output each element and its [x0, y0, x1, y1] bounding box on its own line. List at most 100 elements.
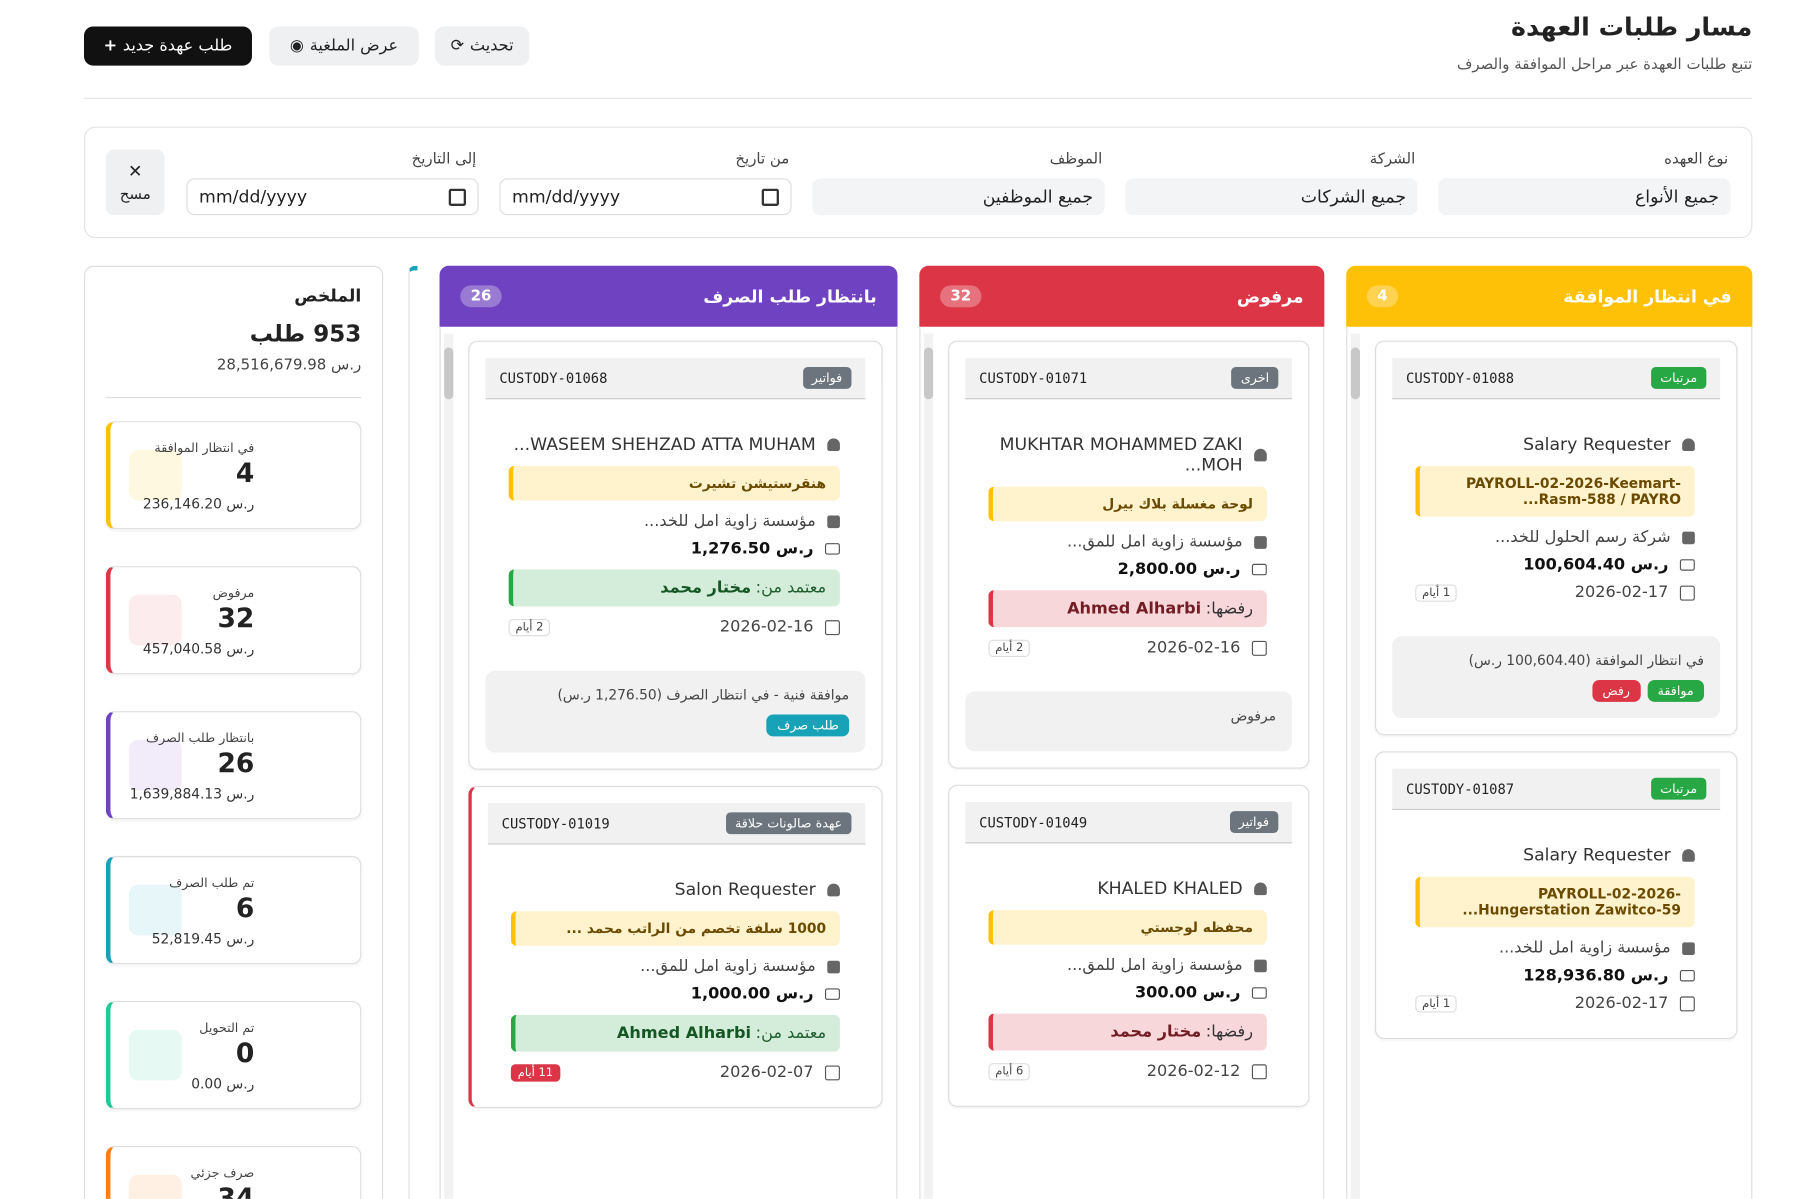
building-icon: [827, 514, 840, 528]
column-header: مرفوض 32: [919, 265, 1325, 327]
filter-label: الشركة: [1369, 150, 1416, 168]
company: مؤسسة زاوية امل للمق...: [640, 957, 816, 976]
approved-by: معتمد من:مختار محمد: [508, 569, 840, 607]
note: محفظه لوجستي: [988, 910, 1267, 945]
company: مؤسسة زاوية امل للمق...: [1067, 532, 1243, 552]
amount-row: ر.س 1,276.50: [509, 540, 840, 558]
summary-stat: صرف جزئي 34: [105, 1145, 362, 1199]
date-row: 2026-02-16 2 أيام: [508, 618, 840, 636]
summary-amount: ر.س 28,516,679.98: [105, 357, 362, 399]
request-card[interactable]: مرتبات CUSTODY-01088 Salary Requester PAYRO…: [1374, 340, 1738, 736]
calendar-icon: [824, 619, 840, 635]
date-label: إلى التاريخ: [411, 150, 477, 168]
stat-icon: [128, 1029, 182, 1081]
stat-amount: ر.س 457,040.58: [142, 640, 255, 657]
date-input[interactable]: mm/dd/yyyy: [499, 178, 792, 216]
date-input[interactable]: mm/dd/yyyy: [186, 178, 479, 216]
column-header: في انتظار الموافقة 4: [1346, 265, 1753, 327]
show-cancelled-button[interactable]: عرض الملغية ◉: [269, 26, 419, 66]
date-row: 2026-02-16 2 أيام: [988, 638, 1267, 657]
calendar-icon: [824, 1064, 840, 1080]
status-text: في انتظار الموافقة (100,604.40 ر.س): [1468, 652, 1705, 669]
refresh-button[interactable]: تحديث ⟳: [434, 26, 530, 66]
request-card[interactable]: فواتير CUSTODY-01068 WASEEM SHEHZAD ATTA M…: [468, 340, 883, 770]
date: 2026-02-17: [1574, 583, 1669, 602]
summary-stat: تم طلب الصرف 6 ر.س 52,819.45: [105, 856, 362, 965]
building-icon: [1682, 531, 1695, 544]
action-button[interactable]: موافقة: [1647, 680, 1705, 702]
new-request-button[interactable]: طلب عهدة جديد +: [83, 26, 252, 66]
request-card[interactable]: اخرى CUSTODY-01071 MUKHTAR MOHAMMED ZAKI M…: [948, 340, 1310, 769]
kanban-column: مرفوض 32 اخرى CUSTODY-01071 MUKHTAR MOHAMMED…: [919, 265, 1325, 1199]
request-card[interactable]: عهدة صالونات حلاقة CUSTODY-01019 Salon Req…: [468, 785, 883, 1109]
requester-row: MUKHTAR MOHAMMED ZAKI MOH...: [988, 434, 1267, 475]
label: عرض الملغية: [309, 36, 399, 56]
company-row: مؤسسة زاوية امل للخد...: [1415, 939, 1695, 957]
user-icon: [1682, 437, 1695, 451]
amount-row: ر.س 300.00: [988, 984, 1267, 1002]
stat-amount: ر.س 0.00: [191, 1075, 255, 1092]
scrollbar: [444, 333, 454, 1199]
requester-row: Salon Requester: [511, 879, 840, 900]
amount-row: ر.س 2,800.00: [988, 560, 1267, 579]
request-id: CUSTODY-01087: [1406, 780, 1515, 797]
request-id: CUSTODY-01019: [501, 815, 610, 832]
stat-label: مرفوض: [212, 585, 255, 601]
calendar-icon: [1251, 640, 1267, 656]
stat-label: تم التحويل: [199, 1020, 255, 1036]
company-row: مؤسسة زاوية امل للمق...: [511, 957, 840, 976]
filter-select[interactable]: جميع الأنواع: [1438, 178, 1731, 216]
request-card[interactable]: فواتير CUSTODY-01049 KHALED KHALED محفظه لو…: [948, 784, 1310, 1107]
column-body: مرتبات CUSTODY-01088 Salary Requester PAYRO…: [1346, 326, 1753, 1199]
placeholder: mm/dd/yyyy: [512, 186, 621, 208]
date-row: 2026-02-17 1 أيام: [1415, 583, 1695, 602]
summary-title: الملخص: [294, 285, 362, 307]
date: 2026-02-16: [1146, 638, 1241, 657]
company: شركة رسم الحلول للخد...: [1495, 528, 1671, 547]
date-row: 2026-02-07 11 أيام: [510, 1063, 840, 1082]
clear-button[interactable]: ✕ مسح: [105, 149, 165, 216]
stat-count: 32: [217, 604, 255, 634]
request-card[interactable]: مرتبات CUSTODY-01087 Salary Requester PAYRO…: [1374, 751, 1738, 1039]
x-icon: ✕: [127, 161, 143, 182]
date-row: 2026-02-12 6 أيام: [988, 1062, 1267, 1080]
action-button[interactable]: طلب صرف: [766, 714, 850, 737]
by-name: مختار محمد: [660, 578, 752, 598]
summary-stat: في انتظار الموافقة 4 ر.س 236,146.20: [105, 421, 362, 530]
request-id: فواتير: [802, 367, 852, 389]
stat-count: 4: [235, 459, 255, 490]
building-icon: [1254, 959, 1267, 972]
filter-select[interactable]: جميع الشركات: [1125, 178, 1418, 216]
by-label: معتمد من:: [755, 1024, 827, 1043]
age-badge: 6 أيام: [988, 1062, 1031, 1080]
note: PAYROLL-02-2026-Hungerstation Zawitco-59…: [1415, 876, 1695, 928]
column-title: بانتظار طلب الصرف: [703, 285, 877, 307]
company-row: مؤسسة زاوية امل للخد...: [509, 512, 840, 530]
stat-count: 34: [217, 1183, 255, 1199]
filter-label: نوع العهده: [1664, 150, 1729, 168]
age-badge: 2 أيام: [988, 639, 1031, 657]
action-button[interactable]: رفض: [1591, 680, 1641, 702]
card-header: اخرى CUSTODY-01071: [965, 357, 1293, 400]
by-name: Ahmed Alharbi: [1067, 599, 1202, 618]
age-badge: 2 أيام: [508, 618, 551, 636]
calendar-icon: [1251, 1063, 1267, 1079]
column-body: اخرى CUSTODY-01071 MUKHTAR MOHAMMED ZAKI M…: [919, 326, 1325, 1199]
requester-row: WASEEM SHEHZAD ATTA MUHAM...: [509, 434, 840, 454]
requester-row: Salary Requester: [1415, 434, 1695, 454]
page-subtitle: تتبع طلبات العهدة عبر مراحل الموافقة وال…: [1456, 56, 1753, 74]
company: مؤسسة زاوية امل للخد...: [644, 512, 816, 531]
by-label: رفضها:: [1205, 599, 1254, 618]
company: مؤسسة زاوية امل للمق...: [1067, 956, 1243, 975]
summary-total: 953 طلب: [249, 319, 362, 348]
scroll-thumb: [1350, 347, 1361, 400]
card-header: مرتبات CUSTODY-01087: [1392, 768, 1721, 811]
date: 2026-02-17: [1574, 994, 1669, 1013]
user-icon: [827, 883, 840, 896]
request-id: عهدة صالونات حلاقة: [725, 812, 852, 835]
filter-select[interactable]: جميع الموظفين: [812, 178, 1105, 216]
status-text: موافقة فنية - في انتظار الصرف (1,276.50 …: [557, 686, 850, 704]
kanban-column: في انتظار الموافقة 4 مرتبات CUSTODY-01088 Sa…: [1346, 265, 1753, 1199]
requester: KHALED KHALED: [1097, 877, 1243, 899]
